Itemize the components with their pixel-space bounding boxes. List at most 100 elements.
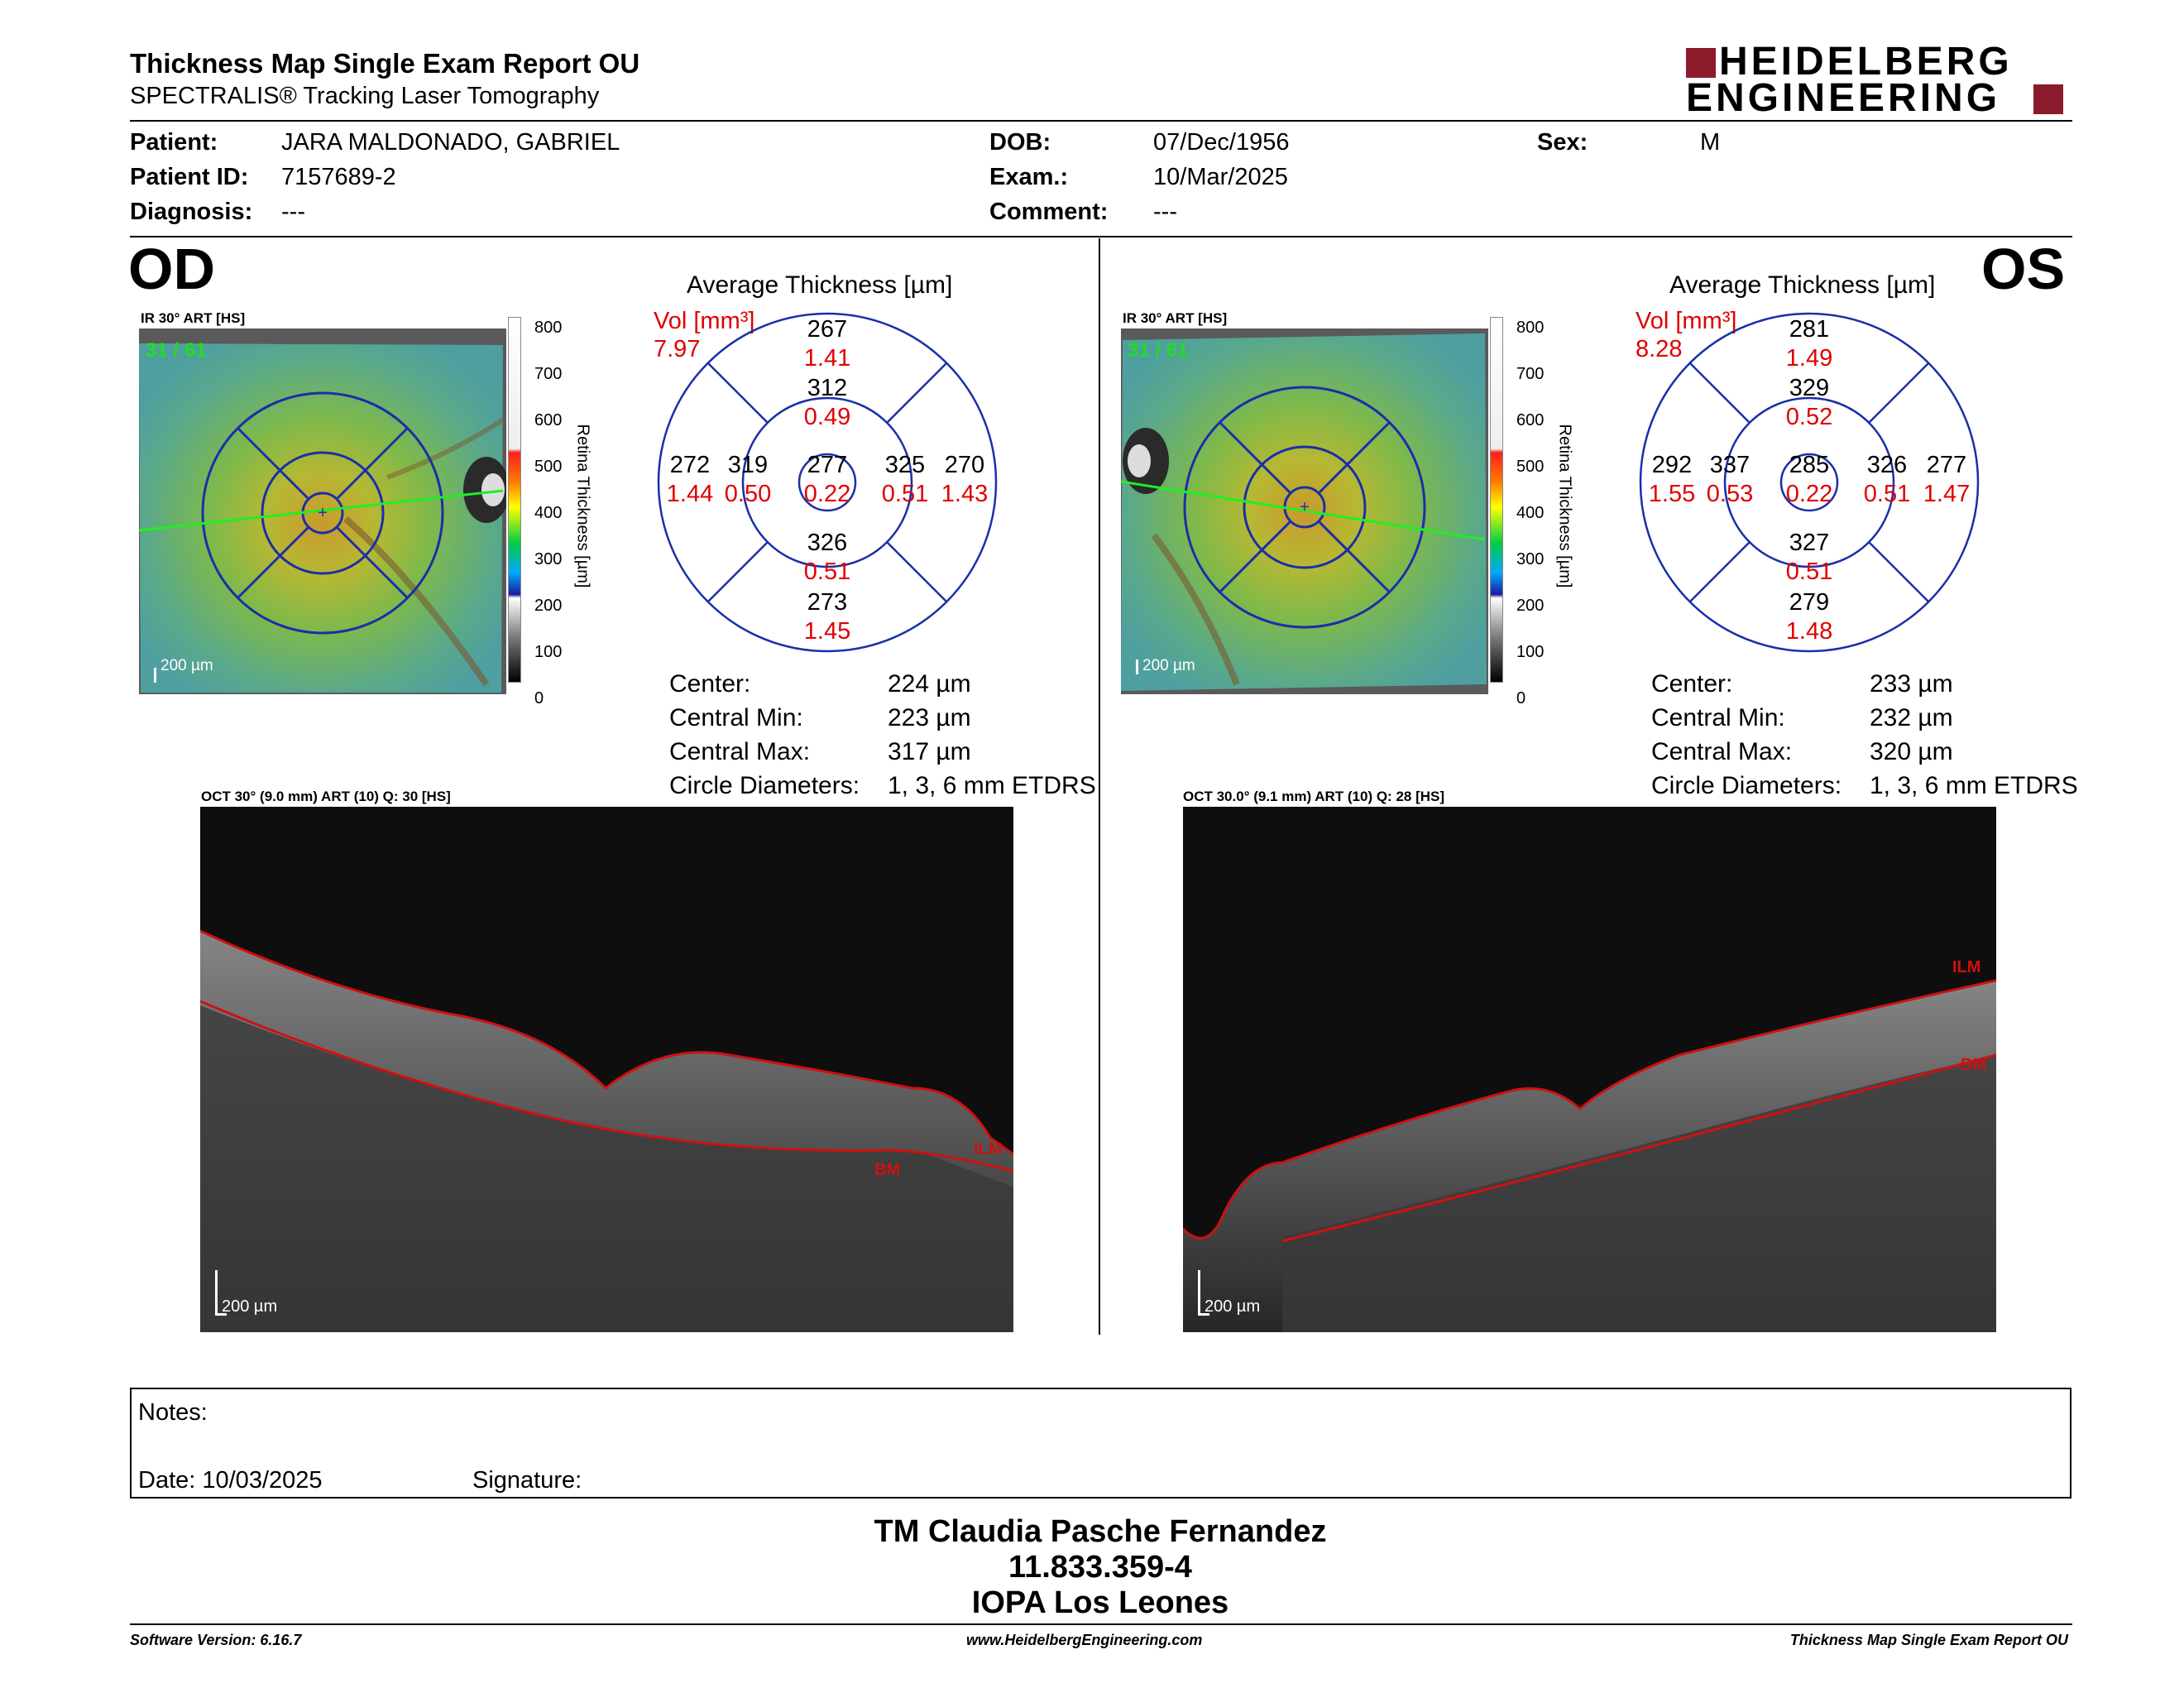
logo-text-line1: HEIDELBERG	[1719, 40, 2013, 84]
os-tick: 500	[1516, 458, 1545, 476]
od-eye-label: OD	[128, 237, 215, 301]
date-label: Date: 10/03/2025	[138, 1467, 323, 1494]
od-colorbar	[508, 317, 521, 683]
os-colorbar	[1490, 317, 1503, 683]
os-stat-label: Central Min:	[1651, 704, 1785, 731]
os-eye-label: OS	[1981, 237, 2066, 301]
od-tick: 600	[534, 411, 563, 429]
notes-label: Notes:	[138, 1399, 208, 1426]
os-avg-title: Average Thickness [µm]	[1669, 271, 1936, 299]
signer-name: TM Claudia Pasche Fernandez	[874, 1514, 1327, 1549]
sex-label: Sex:	[1537, 129, 1588, 156]
website-link[interactable]: www.HeidelbergEngineering.com	[966, 1632, 1203, 1648]
os-colorbar-ticks: 800 700 600 500 400 300 200 100 0	[1516, 305, 1544, 722]
od-center-thickness: 277	[807, 452, 847, 478]
os-center-volume: 0.22	[1786, 481, 1832, 507]
os-stat-value: 320 µm	[1870, 738, 1953, 765]
os-center-thickness: 285	[1789, 452, 1829, 478]
od-avg-title: Average Thickness [µm]	[687, 271, 953, 299]
diagnosis-value: ---	[281, 199, 305, 225]
od-tick: 0	[534, 689, 544, 707]
od-stat-label: Central Min:	[669, 704, 803, 731]
os-tick: 300	[1516, 550, 1545, 568]
os-oct-scale: 200 µm	[1205, 1297, 1260, 1316]
os-tick: 600	[1516, 411, 1545, 429]
od-stat-value: 223 µm	[888, 704, 971, 731]
logo-block-top	[1686, 48, 1716, 78]
exam-label: Exam.:	[989, 164, 1069, 190]
od-outer-top-thickness: 267	[807, 316, 847, 343]
diagnosis-label: Diagnosis:	[130, 199, 253, 225]
od-tick: 800	[534, 319, 563, 337]
od-outer-left-volume: 1.44	[667, 481, 713, 507]
os-stat-value: 232 µm	[1870, 704, 1953, 731]
od-ir-label: IR 30° ART [HS]	[141, 310, 246, 326]
od-tick: 500	[534, 458, 563, 476]
os-stat-label: Center:	[1651, 670, 1733, 698]
od-stat-label: Circle Diameters:	[669, 772, 860, 799]
od-stat-value: 224 µm	[888, 670, 971, 698]
os-inner-right-volume: 0.51	[1864, 481, 1910, 507]
svg-text:+: +	[318, 504, 328, 522]
od-outer-right-thickness: 270	[945, 452, 984, 478]
od-inner-bottom-volume: 0.51	[804, 559, 850, 585]
os-stat-label: Central Max:	[1651, 738, 1793, 765]
od-outer-right-volume: 1.43	[941, 481, 988, 507]
notes-box: Notes: Date: 10/03/2025 Signature:	[130, 1388, 2071, 1499]
os-tick: 800	[1516, 319, 1545, 337]
signer-block: TM Claudia Pasche Fernandez 11.833.359-4…	[546, 1514, 1655, 1621]
os-tick: 200	[1516, 597, 1545, 615]
exam-value: 10/Mar/2025	[1153, 164, 1288, 190]
software-version: Software Version: 6.16.7	[130, 1632, 302, 1648]
sex-value: M	[1700, 129, 1721, 156]
od-bm-label: BM	[874, 1161, 900, 1179]
os-ilm-label: ILM	[1952, 958, 1980, 976]
od-center-volume: 0.22	[804, 481, 850, 507]
os-colorbar-title: Retina Thickness [µm]	[1555, 424, 1574, 588]
od-etdrs-grid: 267 1.41 312 0.49 272 1.44 319 0.50 277 …	[657, 312, 998, 653]
os-tick: 100	[1516, 643, 1545, 661]
patient-name: JARA MALDONADO, GABRIEL	[281, 129, 620, 156]
os-stat-value: 1, 3, 6 mm ETDRS	[1870, 772, 2078, 799]
od-stat-value: 1, 3, 6 mm ETDRS	[888, 772, 1096, 799]
footer-divider	[130, 1623, 2072, 1625]
os-inner-top-volume: 0.52	[1786, 404, 1832, 430]
od-colorbar-ticks: 800 700 600 500 400 300 200 100 0	[534, 305, 562, 722]
header-divider	[130, 120, 2072, 122]
os-outer-bottom-volume: 1.48	[1786, 618, 1832, 645]
od-outer-top-volume: 1.41	[804, 345, 850, 372]
od-oct-bscan: ILM BM 200 µm	[200, 807, 1013, 1332]
od-inner-top-thickness: 312	[807, 375, 847, 401]
os-tick: 700	[1516, 365, 1545, 383]
os-scale-bar: 200 µm	[1142, 657, 1195, 674]
report-title: Thickness Map Single Exam Report OU	[130, 48, 640, 79]
heidelberg-logo: HEIDELBERG ENGINEERING	[1686, 41, 2067, 120]
os-vol-label: Vol [mm³]	[1636, 308, 1737, 334]
os-inner-top-thickness: 329	[1789, 375, 1829, 401]
od-inner-right-volume: 0.51	[882, 481, 928, 507]
od-tick: 100	[534, 643, 563, 661]
od-scale-bar: 200 µm	[160, 657, 213, 674]
os-frame-count: 31 / 61	[1128, 339, 1188, 362]
od-inner-top-volume: 0.49	[804, 404, 850, 430]
os-outer-right-volume: 1.47	[1923, 481, 1970, 507]
od-stat-label: Center:	[669, 670, 751, 698]
logo-text-line2: ENGINEERING	[1686, 76, 2001, 120]
patient-label: Patient:	[130, 129, 218, 156]
os-outer-left-volume: 1.55	[1649, 481, 1695, 507]
od-fundus-map: + 31 / 61 200 µm	[139, 328, 506, 694]
os-etdrs-grid: 281 1.49 329 0.52 292 1.55 337 0.53 285 …	[1639, 312, 1980, 653]
patient-id: 7157689-2	[281, 164, 396, 190]
comment-label: Comment:	[989, 199, 1109, 225]
os-tick: 0	[1516, 689, 1526, 707]
od-vol-value: 7.97	[654, 336, 701, 362]
os-inner-bottom-thickness: 327	[1789, 530, 1829, 556]
od-stat-value: 317 µm	[888, 738, 971, 765]
os-inner-right-thickness: 326	[1867, 452, 1907, 478]
signature-label: Signature:	[472, 1467, 582, 1494]
od-inner-bottom-thickness: 326	[807, 530, 847, 556]
dob-label: DOB:	[989, 129, 1051, 156]
os-stat-label: Circle Diameters:	[1651, 772, 1842, 799]
os-fundus-map: + 31 / 61 200 µm	[1121, 328, 1488, 694]
patient-divider	[130, 236, 2072, 237]
